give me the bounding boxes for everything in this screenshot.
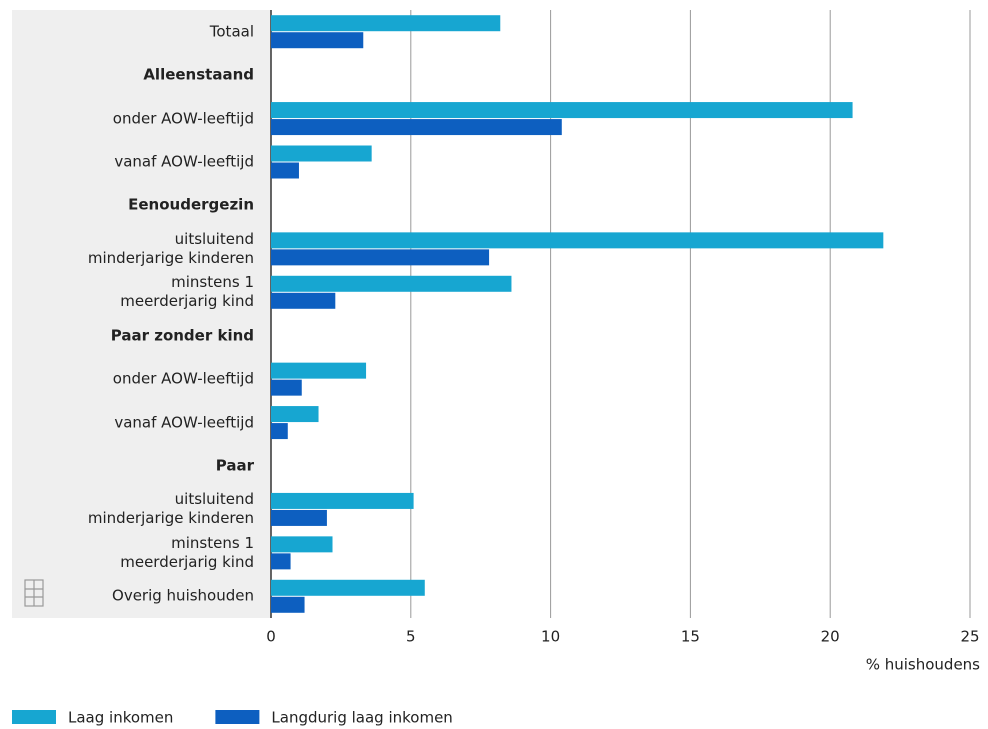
bar [271,362,367,379]
bar [271,536,333,553]
y-tick-label: Paar [215,456,254,475]
bar [271,232,884,249]
legend-swatch [215,710,260,724]
bar [271,292,336,309]
x-tick-label: 5 [406,628,416,646]
y-tick-label: Totaal [209,22,254,41]
y-tick-label: minstens 1 meerderjarig kind [120,533,254,571]
y-tick-label: vanaf AOW-leeftijd [114,152,254,171]
y-tick-label: Eenoudergezin [128,195,254,214]
legend-label: Langdurig laag inkomen [271,709,452,727]
bar [271,162,299,179]
legend-label: Laag inkomen [68,709,173,727]
bar [271,379,302,396]
y-tick-label: vanaf AOW-leeftijd [114,413,254,432]
x-tick-label: 10 [541,628,560,646]
bar [271,596,305,613]
bar [271,145,372,162]
bar [271,102,853,119]
y-tick-label: uitsluitend minderjarige kinderen [87,490,254,528]
bar [271,509,327,526]
label-panel [12,10,271,618]
bar [271,32,364,49]
logo [24,579,44,607]
y-tick-label: Alleenstaand [143,65,254,84]
bar [271,579,425,596]
bar [271,553,291,570]
bar [271,15,501,32]
y-tick-label: Paar zonder kind [110,326,254,345]
bar [271,275,512,292]
y-tick-label: Overig huishouden [112,586,254,605]
bar [271,119,562,136]
bar [271,406,319,423]
x-axis-label: % huishoudens [866,656,980,674]
x-tick-label: 20 [821,628,840,646]
y-tick-label: onder AOW-leeftijd [112,109,254,128]
bar [271,423,288,440]
bar [271,492,414,509]
y-tick-label: onder AOW-leeftijd [112,369,254,388]
x-tick-label: 25 [960,628,979,646]
x-tick-label: 15 [681,628,700,646]
legend-swatch [12,710,56,724]
y-tick-label: uitsluitend minderjarige kinderen [87,229,254,267]
x-tick-label: 0 [266,628,276,646]
y-tick-label: minstens 1 meerderjarig kind [120,273,254,311]
bar [271,249,490,266]
